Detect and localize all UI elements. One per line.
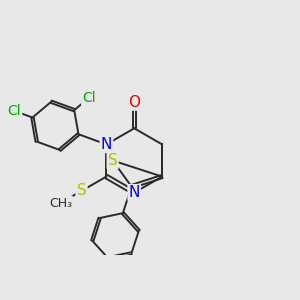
Text: Cl: Cl	[82, 91, 96, 105]
Text: N: N	[101, 137, 112, 152]
Text: Cl: Cl	[8, 104, 21, 118]
Text: O: O	[128, 94, 140, 110]
Text: S: S	[108, 153, 118, 168]
Text: N: N	[129, 185, 140, 200]
Text: CH₃: CH₃	[49, 197, 72, 210]
Text: S: S	[77, 183, 86, 198]
